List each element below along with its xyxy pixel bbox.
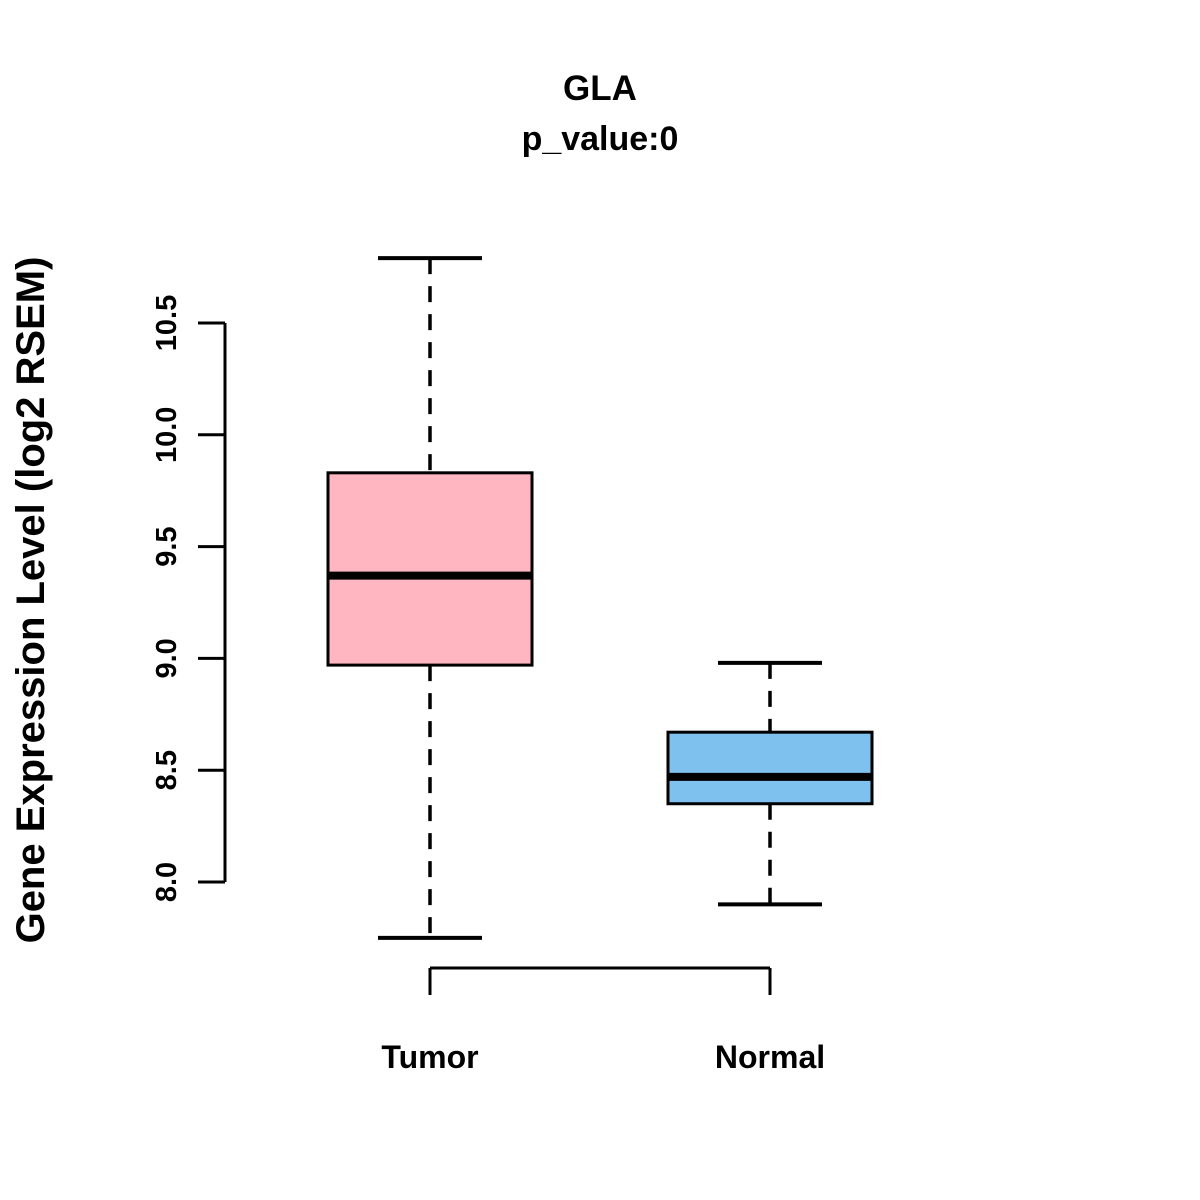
category-label-tumor: Tumor: [381, 1039, 478, 1075]
y-tick-label: 10.0: [151, 407, 183, 463]
y-tick-label: 10.5: [151, 295, 183, 351]
chart-subtitle: p_value:0: [522, 120, 679, 158]
plot-layer: 8.0 8.5 9.0 9.5 10.0 10.5 Tumor Normal: [151, 256, 874, 1075]
y-axis-label: Gene Expression Level (log2 RSEM): [9, 257, 53, 944]
y-tick-label: 8.0: [151, 862, 183, 902]
boxplot-box-tumor: [326, 471, 534, 667]
y-tick-label: 8.5: [151, 750, 183, 790]
boxplot-box-normal: [666, 730, 874, 806]
y-tick-label: 9.5: [151, 526, 183, 566]
category-label-normal: Normal: [715, 1039, 825, 1075]
y-tick-label: 9.0: [151, 638, 183, 678]
chart-title: GLA: [563, 69, 637, 108]
